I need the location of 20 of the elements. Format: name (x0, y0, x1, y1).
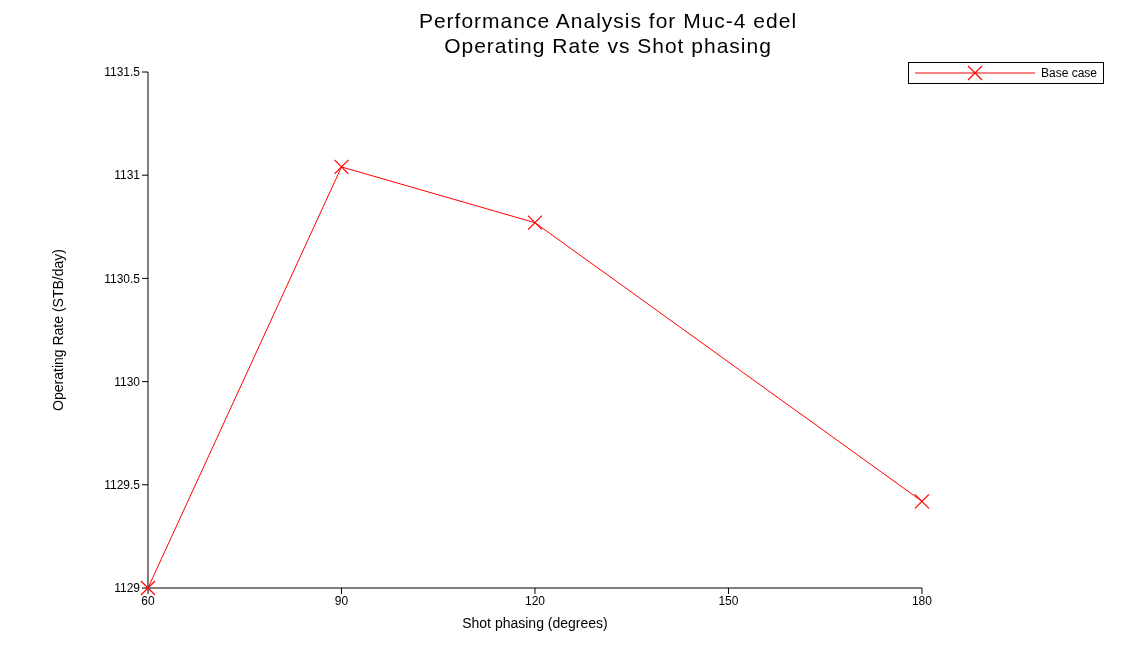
x-tick-label: 180 (911, 593, 933, 608)
chart-title: Performance Analysis for Muc-4 edel (417, 8, 799, 33)
text: Base case (1040, 66, 1097, 80)
point (914, 493, 930, 509)
x-tick-label: 60 (141, 593, 155, 608)
point (527, 215, 543, 231)
y-tick-label: 1129 (114, 581, 141, 596)
x-axis-title: Shot phasing (degrees) (462, 615, 608, 631)
x-tick-label: 90 (334, 593, 349, 608)
y-tick-label: 1130 (114, 374, 141, 389)
point (140, 580, 156, 596)
y-tick-label: 1129.5 (104, 478, 141, 493)
point (333, 159, 350, 175)
y-tick-label: 1131.5 (104, 65, 141, 80)
x-tick-label: 120 (524, 593, 546, 608)
x-tick-label: 150 (718, 593, 739, 608)
y-axis-title: Operating Rate (STB/day) (49, 249, 66, 411)
y-tick-label: 1130.5 (104, 271, 141, 286)
y-tick-label: 1131 (114, 168, 141, 183)
chart-subtitle: Operating Rate vs Shot phasing (443, 33, 773, 58)
